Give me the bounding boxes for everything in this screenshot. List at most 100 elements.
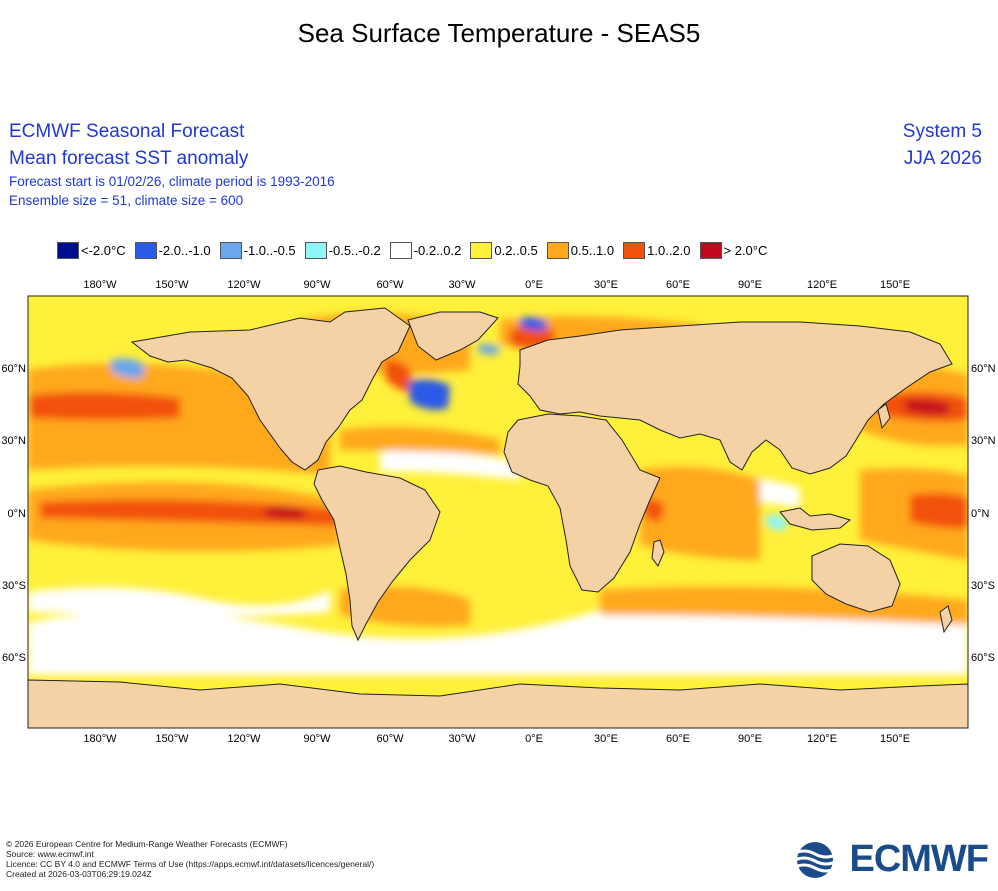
lon-label-top: 60°E <box>666 279 690 291</box>
lon-label-top: 120°E <box>807 279 837 291</box>
legend-label: > 2.0°C <box>723 242 768 258</box>
color-legend: <-2.0°C -2.0..-1.0 -1.0..-0.5 -0.5..-0.2… <box>57 240 776 260</box>
legend-label: -2.0..-1.0 <box>158 242 211 258</box>
landmass-madagascar <box>651 539 665 567</box>
legend-swatch <box>546 241 569 259</box>
header-right: System 5 JJA 2026 <box>903 118 982 172</box>
legend-label: 0.5..1.0 <box>570 242 615 258</box>
org-title: ECMWF Seasonal Forecast <box>9 121 245 142</box>
ecmwf-logo-icon <box>792 841 839 878</box>
lon-label-top: 180°W <box>83 279 117 291</box>
legend-label: -0.2..0.2 <box>413 242 462 258</box>
ecmwf-logo: ECMWF <box>787 838 989 881</box>
legend-swatch <box>389 241 412 259</box>
lon-labels-bottom: 180°W 150°W 120°W 90°W 60°W 30°W 0°E 30°E 60°E 90… <box>83 733 910 745</box>
lon-label-bottom: 30°E <box>594 733 618 745</box>
lon-label-bottom: 90°W <box>303 733 331 745</box>
legend-swatch <box>134 241 157 259</box>
legend-label: -1.0..-0.5 <box>243 242 296 258</box>
anomaly-region-warm <box>340 426 500 455</box>
legend-swatch <box>623 241 646 259</box>
legend-item: -1.0..-0.5 <box>219 241 296 259</box>
lat-label-right: 0°N <box>971 508 990 520</box>
lat-label-left: 30°S <box>2 580 26 592</box>
lon-label-top: 150°W <box>155 279 189 291</box>
lat-label-left: 30°N <box>1 435 26 447</box>
lon-label-bottom: 30°W <box>448 733 476 745</box>
sst-anomaly-map: 180°W 150°W 120°W 90°W 60°W 30°W 0°E 30°E 60°E 90… <box>1 279 996 745</box>
forecast-info: Forecast start is 01/02/26, climate peri… <box>9 174 335 189</box>
lat-label-right: 30°N <box>971 435 996 447</box>
lon-label-top: 90°W <box>303 279 331 291</box>
anomaly-region-hot <box>385 359 412 392</box>
lon-label-bottom: 60°W <box>376 733 404 745</box>
lon-label-top: 150°E <box>880 279 910 291</box>
lat-label-left: 60°N <box>1 363 26 375</box>
lon-label-bottom: 150°W <box>155 733 189 745</box>
lon-label-top: 30°W <box>448 279 476 291</box>
landmass-antarctica <box>28 679 968 728</box>
legend-label: -0.5..-0.2 <box>328 242 381 258</box>
legend-item: <-2.0°C <box>57 241 126 259</box>
footer: © 2026 European Centre for Medium-Range … <box>6 839 374 879</box>
land-layer <box>28 307 968 728</box>
lon-label-bottom: 0°E <box>525 733 543 745</box>
anomaly-region-warm <box>640 466 760 560</box>
footer-created: Created at 2026-03-03T06:29:19.024Z <box>6 869 152 879</box>
legend-item: -0.5..-0.2 <box>304 241 381 259</box>
system-label: System 5 <box>902 121 982 142</box>
season-label: JJA 2026 <box>903 148 982 169</box>
lat-labels-left: 60°N 30°N 0°N 30°S 60°S <box>1 363 26 664</box>
landmass-australia <box>811 543 901 613</box>
legend-swatch <box>219 241 242 259</box>
lon-label-bottom: 150°E <box>880 733 910 745</box>
header-left: ECMWF Seasonal Forecast Mean forecast SS… <box>9 118 335 210</box>
landmass-new-zealand <box>939 605 953 634</box>
legend-swatch <box>304 241 327 259</box>
legend-label: 1.0..2.0 <box>647 242 691 258</box>
landmass-indonesia <box>779 507 852 531</box>
legend-item: -2.0..-1.0 <box>134 241 211 259</box>
ecmwf-logo-text: ECMWF <box>849 838 989 880</box>
lon-label-bottom: 60°E <box>666 733 690 745</box>
anomaly-region-hot <box>30 392 180 420</box>
legend-item: 1.0..2.0 <box>623 241 691 259</box>
lon-label-top: 120°W <box>227 279 261 291</box>
anomaly-region-cold <box>408 379 450 410</box>
anomaly-region-cool <box>110 358 145 379</box>
legend-swatch <box>57 241 79 259</box>
anomaly-region-cool <box>766 514 788 531</box>
landmass-south-america <box>313 465 441 642</box>
lon-label-top: 0°E <box>525 279 543 291</box>
legend-label: <-2.0°C <box>81 242 126 258</box>
lon-labels-top: 180°W 150°W 120°W 90°W 60°W 30°W 0°E 30°E 60°E 90… <box>83 279 910 291</box>
anomaly-region-extreme <box>905 399 950 415</box>
footer-copyright: © 2026 European Centre for Medium-Range … <box>6 839 288 849</box>
anomaly-region-cold <box>520 317 548 331</box>
lat-label-right: 30°S <box>971 580 995 592</box>
legend-label: 0.2..0.5 <box>494 242 538 258</box>
lon-label-top: 30°E <box>594 279 618 291</box>
lat-labels-right: 60°N 30°N 0°N 30°S 60°S <box>971 363 996 664</box>
landmass-greenland <box>407 311 499 361</box>
anomaly-region-hot <box>40 499 340 526</box>
legend-item: 0.2..0.5 <box>470 241 538 259</box>
anomaly-region-neutral <box>28 587 330 617</box>
page-title: Sea Surface Temperature - SEAS5 <box>297 18 701 48</box>
lon-label-bottom: 180°W <box>83 733 117 745</box>
lon-label-bottom: 90°E <box>738 733 762 745</box>
landmass-eurasia <box>517 321 953 475</box>
legend-item: 0.5..1.0 <box>546 241 615 259</box>
map-field <box>28 296 968 728</box>
landmass-africa <box>503 413 661 593</box>
product-title: Mean forecast SST anomaly <box>9 148 249 169</box>
landmass-north-america <box>130 307 411 471</box>
legend-swatch <box>470 241 493 259</box>
anomaly-region-neutral <box>380 449 520 480</box>
lon-label-bottom: 120°E <box>807 733 837 745</box>
lon-label-bottom: 120°W <box>227 733 261 745</box>
landmass-japan <box>877 403 891 430</box>
lat-label-right: 60°S <box>971 652 995 664</box>
ensemble-info: Ensemble size = 51, climate size = 600 <box>9 193 244 208</box>
anomaly-region-hot <box>910 493 968 529</box>
